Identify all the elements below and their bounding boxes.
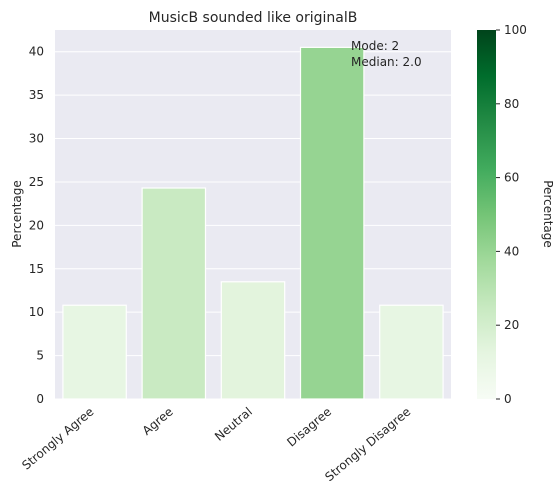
colorbar-tick-label: 60 <box>504 171 519 185</box>
y-tick-labels: 0 5 10 15 20 25 30 35 40 <box>29 45 44 406</box>
colorbar-label: Percentage <box>541 180 555 248</box>
colorbar-tick-label: 80 <box>504 97 519 111</box>
x-tick-label: Strongly Disagree <box>322 405 413 485</box>
bar-strongly-disagree <box>379 304 444 400</box>
y-tick-label: 30 <box>29 132 44 146</box>
y-tick-label: 40 <box>29 45 44 59</box>
bar-strongly-agree <box>62 304 127 400</box>
y-tick-label: 35 <box>29 88 44 102</box>
colorbar-tick-label: 20 <box>504 318 519 332</box>
bar-disagree <box>299 46 365 400</box>
y-tick-label: 0 <box>36 392 44 406</box>
x-tick-label: Neutral <box>212 405 255 444</box>
y-tick-label: 10 <box>29 305 44 319</box>
x-tick-labels: Strongly Agree Agree Neutral DisagreeStrong… <box>19 405 413 485</box>
colorbar-tick-label: 40 <box>504 244 519 258</box>
chart-title: MusicB sounded like originalB <box>149 10 358 26</box>
annotation-mode: Mode: 2 <box>351 39 399 53</box>
colorbar-tick-label: 100 <box>504 23 527 37</box>
x-tick-label: Disagree <box>284 405 334 450</box>
y-tick-label: 20 <box>29 218 44 232</box>
bar-agree <box>141 187 207 400</box>
bars <box>62 46 444 400</box>
colorbar-tick-label: 0 <box>504 392 512 406</box>
y-axis-label: Percentage <box>10 180 24 248</box>
annotation-median: Median: 2.0 <box>351 55 422 69</box>
y-tick-label: 15 <box>29 262 44 276</box>
colorbar-ticks: 0 20 40 60 80 100 <box>496 23 527 406</box>
x-tick-label: Strongly Agree <box>19 405 96 473</box>
bar-neutral <box>220 281 286 400</box>
y-tick-label: 5 <box>36 349 44 363</box>
colorbar <box>477 30 496 399</box>
y-tick-label: 25 <box>29 175 44 189</box>
x-tick-label: Agree <box>140 405 176 438</box>
